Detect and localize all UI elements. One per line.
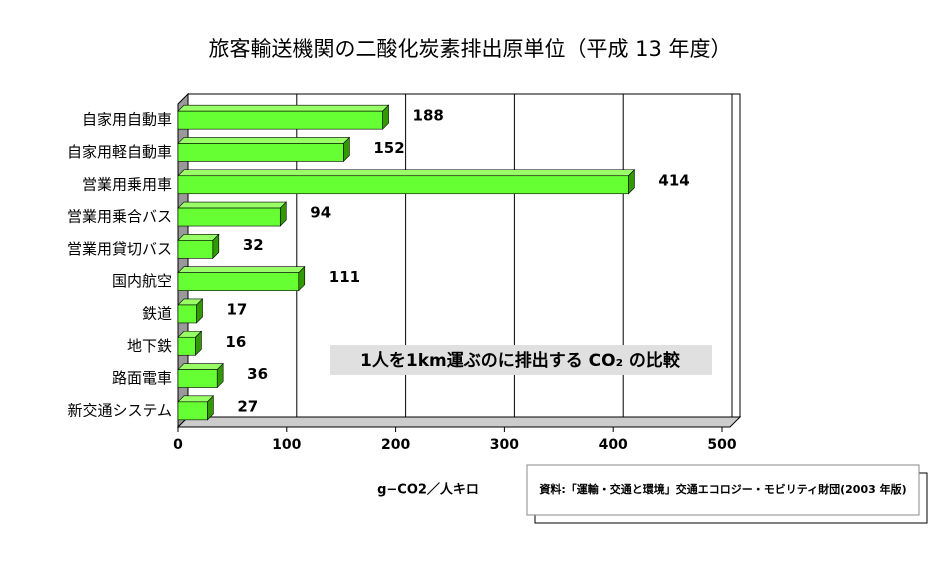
source: 資料:「運輸・交通と環境」交通エコロジー・モビリティ財団(2003 年版)	[539, 482, 906, 496]
value-label: 414	[658, 171, 689, 189]
bar	[177, 336, 196, 356]
x-tick-label: 300	[490, 437, 519, 453]
bar	[177, 369, 218, 388]
bar	[177, 240, 214, 259]
y-tick-label: 自家用自動車	[82, 111, 172, 129]
plot-area: 0 100 200 300 400 500 自家用自動車 188 自家用軽自動車 152 営業用乗用…	[67, 92, 742, 453]
y-tick-label: 鉄道	[142, 304, 172, 322]
y-tick-label: 新交通システム	[67, 401, 172, 419]
x-tick-label: 0	[173, 437, 183, 453]
y-tick-label: 地下鉄	[127, 337, 172, 355]
bar	[177, 175, 629, 195]
annotation-box	[330, 345, 712, 375]
bar	[177, 110, 383, 130]
value-label: 188	[413, 107, 444, 125]
value-label: 27	[237, 397, 258, 415]
bar	[177, 401, 208, 421]
y-tick-label: 路面電車	[112, 369, 172, 387]
value-label: 36	[247, 365, 268, 383]
source-box	[526, 464, 920, 516]
y-tick-label: 営業用乗合バス	[67, 208, 172, 226]
value-label: 94	[310, 204, 331, 222]
bar-top	[177, 201, 287, 209]
bar-top	[177, 169, 636, 177]
y-tick-label: 営業用乗用車	[82, 175, 172, 193]
y-tick-label: 国内航空	[112, 272, 172, 290]
floor	[176, 416, 742, 428]
bar-top	[177, 234, 220, 241]
bar	[177, 207, 281, 227]
bar-top	[177, 363, 224, 370]
x-axis-label: g−CO2／人キロ	[377, 482, 479, 498]
value-label: 111	[329, 268, 360, 286]
value-label: 152	[373, 139, 404, 157]
bar	[177, 272, 300, 291]
bar-top	[177, 104, 390, 112]
bar	[177, 304, 197, 324]
x-tick-label: 100	[272, 437, 301, 453]
chart-title: 旅客輸送機関の二酸化炭素排出原単位（平成 13 年度）	[208, 37, 731, 61]
value-label: 32	[243, 236, 264, 254]
value-label: 17	[226, 300, 247, 318]
bar-top	[177, 266, 306, 273]
y-tick-label: 営業用貸切バス	[67, 240, 172, 258]
y-tick-label: 自家用軽自動車	[67, 143, 172, 161]
annotation: 1人を1km運ぶのに排出する CO₂ の比較	[360, 350, 681, 371]
bar	[177, 143, 344, 162]
x-tick-label: 400	[599, 437, 628, 453]
bar-top	[177, 137, 351, 144]
value-label: 16	[225, 333, 246, 351]
x-tick-label: 500	[707, 437, 736, 453]
x-tick-label: 200	[381, 437, 410, 453]
